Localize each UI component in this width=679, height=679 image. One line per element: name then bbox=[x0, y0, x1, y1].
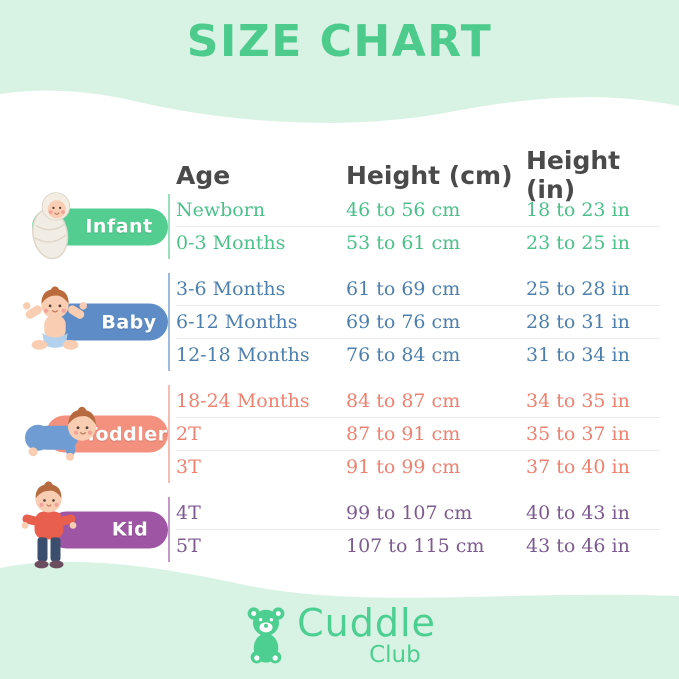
height-cm-cell: 87 to 91 cm bbox=[346, 423, 461, 445]
age-cell: Newborn bbox=[176, 199, 266, 221]
size-row: 3-6 Months 61 to 69 cm 25 to 28 in bbox=[176, 273, 660, 306]
age-cell: 5T bbox=[176, 535, 201, 557]
table-header-row: Age Height (cm) Height (in) bbox=[176, 146, 660, 204]
height-in-cell: 25 to 28 in bbox=[526, 278, 630, 300]
height-cm-cell: 53 to 61 cm bbox=[346, 232, 461, 254]
height-in-cell: 40 to 43 in bbox=[526, 502, 630, 524]
size-row: 2T 87 to 91 cm 35 to 37 in bbox=[176, 418, 660, 451]
age-cell: 6-12 Months bbox=[176, 311, 298, 333]
size-row: Newborn 46 to 56 cm 18 to 23 in bbox=[176, 194, 660, 227]
column-header-height-in: Height (in) bbox=[526, 146, 621, 204]
height-in-cell: 31 to 34 in bbox=[526, 344, 630, 366]
brand-name: Cuddle bbox=[297, 600, 436, 645]
group-label: Baby bbox=[101, 311, 157, 333]
group-pill-toddler: Toddler bbox=[46, 415, 168, 453]
size-row: 4T 99 to 107 cm 40 to 43 in bbox=[176, 497, 660, 530]
size-group-kid: Kid 4T 99 to 107 cm 40 to 43 in 5T 107 to 11… bbox=[20, 480, 660, 568]
baby-illustration bbox=[23, 286, 87, 350]
group-label: Kid bbox=[111, 518, 149, 541]
size-row: 5T 107 to 115 cm 43 to 46 in bbox=[176, 530, 660, 562]
toddler-illustration bbox=[25, 406, 96, 461]
group-rows-infant: Newborn 46 to 56 cm 18 to 23 in 0-3 Months 5… bbox=[168, 194, 660, 259]
age-cell: 18-24 Months bbox=[176, 390, 310, 412]
brand-logo: Cuddle Club bbox=[0, 599, 679, 671]
height-cm-cell: 69 to 76 cm bbox=[346, 311, 461, 333]
teddy-bear-icon bbox=[247, 607, 285, 664]
height-in-cell: 37 to 40 in bbox=[526, 456, 630, 478]
infant-illustration bbox=[32, 191, 71, 259]
age-cell: 4T bbox=[176, 502, 201, 524]
height-cm-cell: 84 to 87 cm bbox=[346, 390, 461, 412]
page-title: SIZE CHART bbox=[186, 16, 493, 67]
size-row: 3T 91 to 99 cm 37 to 40 in bbox=[176, 451, 660, 483]
group-rows-kid: 4T 99 to 107 cm 40 to 43 in 5T 107 to 115 cm… bbox=[168, 497, 660, 562]
size-group-baby: Baby 3-6 Months 61 to 69 cm 25 to 28 in 6-1… bbox=[20, 273, 660, 371]
group-rows-baby: 3-6 Months 61 to 69 cm 25 to 28 in 6-12 Mon… bbox=[168, 273, 660, 371]
column-header-age: Age bbox=[176, 160, 231, 190]
age-cell: 0-3 Months bbox=[176, 232, 286, 254]
size-row: 18-24 Months 84 to 87 cm 34 to 35 in bbox=[176, 385, 660, 418]
group-label: Infant bbox=[85, 215, 153, 238]
brand-wordmark: Cuddle Club bbox=[297, 604, 436, 667]
group-badge-infant: Infant bbox=[20, 191, 168, 259]
brand-subname: Club bbox=[369, 641, 421, 668]
group-badge-baby: Baby bbox=[20, 273, 168, 371]
group-badge-kid: Kid bbox=[20, 480, 168, 568]
kid-illustration bbox=[21, 480, 77, 568]
size-row: 0-3 Months 53 to 61 cm 23 to 25 in bbox=[176, 227, 660, 259]
size-row: 6-12 Months 69 to 76 cm 28 to 31 in bbox=[176, 306, 660, 339]
age-cell: 3T bbox=[176, 456, 201, 478]
height-in-cell: 35 to 37 in bbox=[526, 423, 630, 445]
height-in-cell: 28 to 31 in bbox=[526, 311, 630, 333]
height-cm-cell: 61 to 69 cm bbox=[346, 278, 461, 300]
height-cm-cell: 46 to 56 cm bbox=[346, 199, 461, 221]
height-cm-cell: 99 to 107 cm bbox=[346, 502, 473, 524]
height-in-cell: 34 to 35 in bbox=[526, 390, 630, 412]
age-cell: 12-18 Months bbox=[176, 344, 310, 366]
group-label: Toddler bbox=[84, 423, 168, 445]
group-badge-toddler: Toddler bbox=[20, 385, 168, 483]
height-cm-cell: 91 to 99 cm bbox=[346, 456, 461, 478]
height-cm-cell: 76 to 84 cm bbox=[346, 344, 461, 366]
column-header-height-cm: Height (cm) bbox=[346, 160, 513, 190]
height-in-cell: 43 to 46 in bbox=[526, 535, 630, 557]
height-in-cell: 23 to 25 in bbox=[526, 232, 630, 254]
size-table: Age Height (cm) Height (in) Infant Newbo… bbox=[20, 146, 660, 568]
size-row: 12-18 Months 76 to 84 cm 31 to 34 in bbox=[176, 339, 660, 371]
group-rows-toddler: 18-24 Months 84 to 87 cm 34 to 35 in 2T 87 t… bbox=[168, 385, 660, 483]
height-in-cell: 18 to 23 in bbox=[526, 199, 630, 221]
size-group-infant: Infant Newborn 46 to 56 cm 18 to 23 in 0-3 … bbox=[20, 191, 660, 259]
age-cell: 2T bbox=[176, 423, 201, 445]
table-body: Infant Newborn 46 to 56 cm 18 to 23 in 0-3 … bbox=[20, 191, 660, 568]
age-cell: 3-6 Months bbox=[176, 278, 286, 300]
size-group-toddler: Toddler 18-24 Months 84 to 87 cm 34 to 35 … bbox=[20, 385, 660, 483]
height-cm-cell: 107 to 115 cm bbox=[346, 535, 485, 557]
